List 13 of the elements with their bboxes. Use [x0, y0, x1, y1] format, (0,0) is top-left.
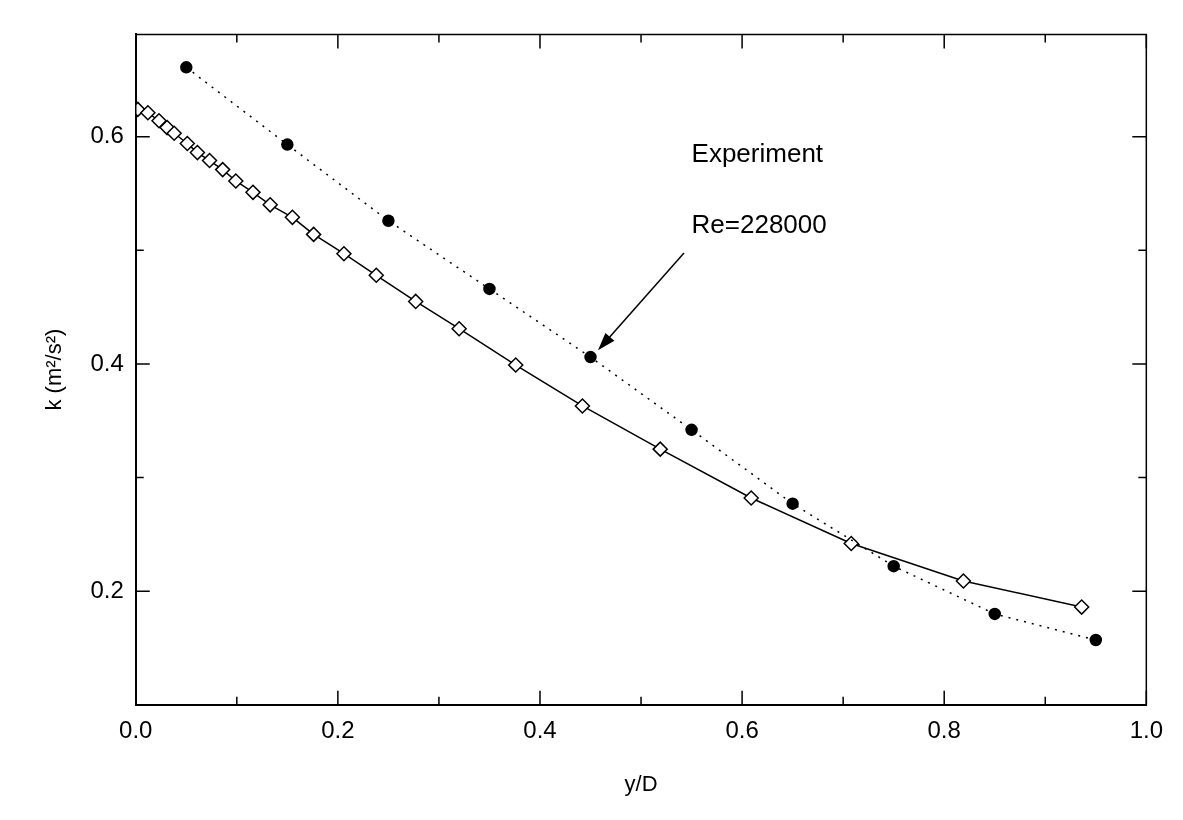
- x-tick-label: 1.0: [1129, 715, 1164, 743]
- x-tick-label: 0.4: [523, 715, 557, 743]
- x-tick-label: 0.6: [725, 715, 759, 743]
- y-tick-label: 0.4: [90, 348, 124, 376]
- y-tick-label: 0.2: [90, 575, 124, 603]
- x-tick-label: 0.0: [119, 715, 153, 743]
- x-tick-label: 0.2: [321, 715, 355, 743]
- y-axis-title: k (m²/s²): [41, 328, 67, 411]
- annotation: Re=228000: [691, 208, 827, 239]
- x-tick-label: 0.8: [927, 715, 961, 743]
- y-tick-label: 0.6: [90, 121, 124, 149]
- annotation: Experiment: [691, 138, 824, 169]
- x-axis-title: y/D: [624, 770, 658, 796]
